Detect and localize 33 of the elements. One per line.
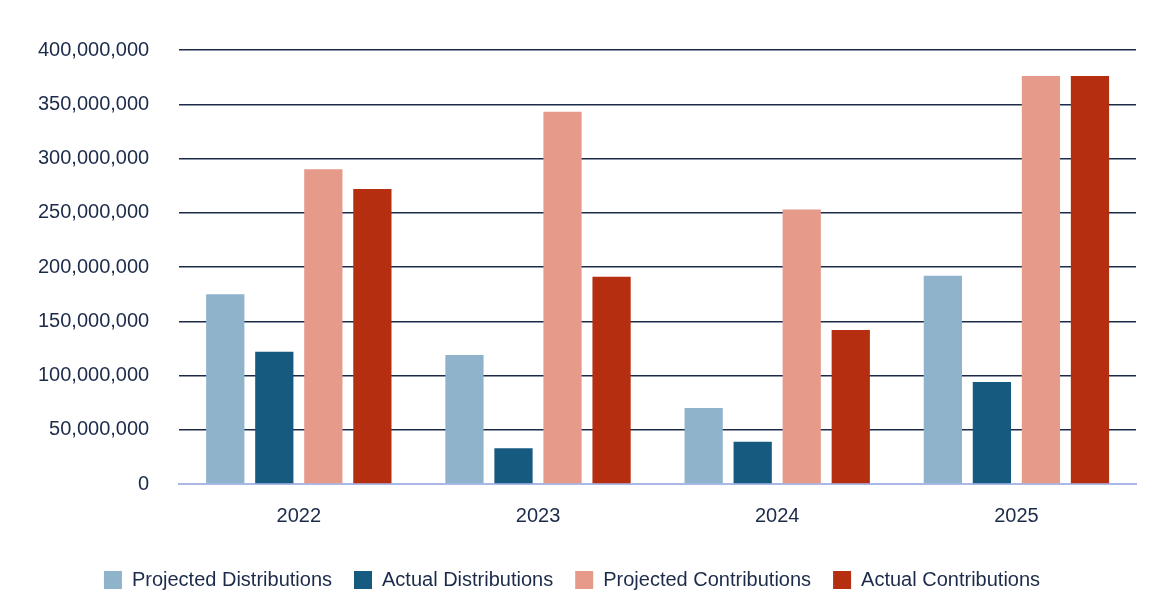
legend-label: Actual Contributions (861, 567, 1041, 590)
y-tick-label: 50,000,000 (49, 417, 150, 440)
legend-label: Projected Distributions (131, 567, 333, 590)
bar (206, 294, 245, 484)
bar (782, 209, 821, 484)
y-tick-label: 200,000,000 (37, 254, 150, 277)
bar (592, 276, 631, 484)
x-tick-label: 2022 (276, 503, 322, 526)
x-tick-label: 2025 (994, 503, 1039, 526)
bar (831, 329, 870, 484)
bar (1070, 76, 1110, 484)
bar (684, 408, 723, 484)
bar (1021, 76, 1061, 484)
x-tick-label: 2024 (754, 503, 800, 526)
y-tick-label: 0 (138, 471, 150, 494)
legend-label: Projected Contributions (603, 567, 812, 590)
bar (445, 354, 484, 484)
bar (923, 275, 962, 484)
y-tick-label: 250,000,000 (37, 200, 150, 223)
y-tick-label: 100,000,000 (37, 363, 150, 386)
y-tick-label: 150,000,000 (37, 308, 150, 331)
legend-label: Actual Distributions (382, 567, 554, 590)
x-tick-label: 2023 (515, 503, 561, 526)
bar (494, 448, 533, 484)
bar (353, 188, 392, 484)
bar (304, 169, 343, 484)
bar (972, 382, 1012, 484)
y-tick-label: 400,000,000 (37, 37, 150, 60)
y-tick-label: 350,000,000 (37, 91, 150, 114)
bar (543, 111, 582, 484)
bar (733, 441, 772, 484)
bar (255, 351, 294, 484)
y-tick-label: 300,000,000 (37, 146, 150, 169)
